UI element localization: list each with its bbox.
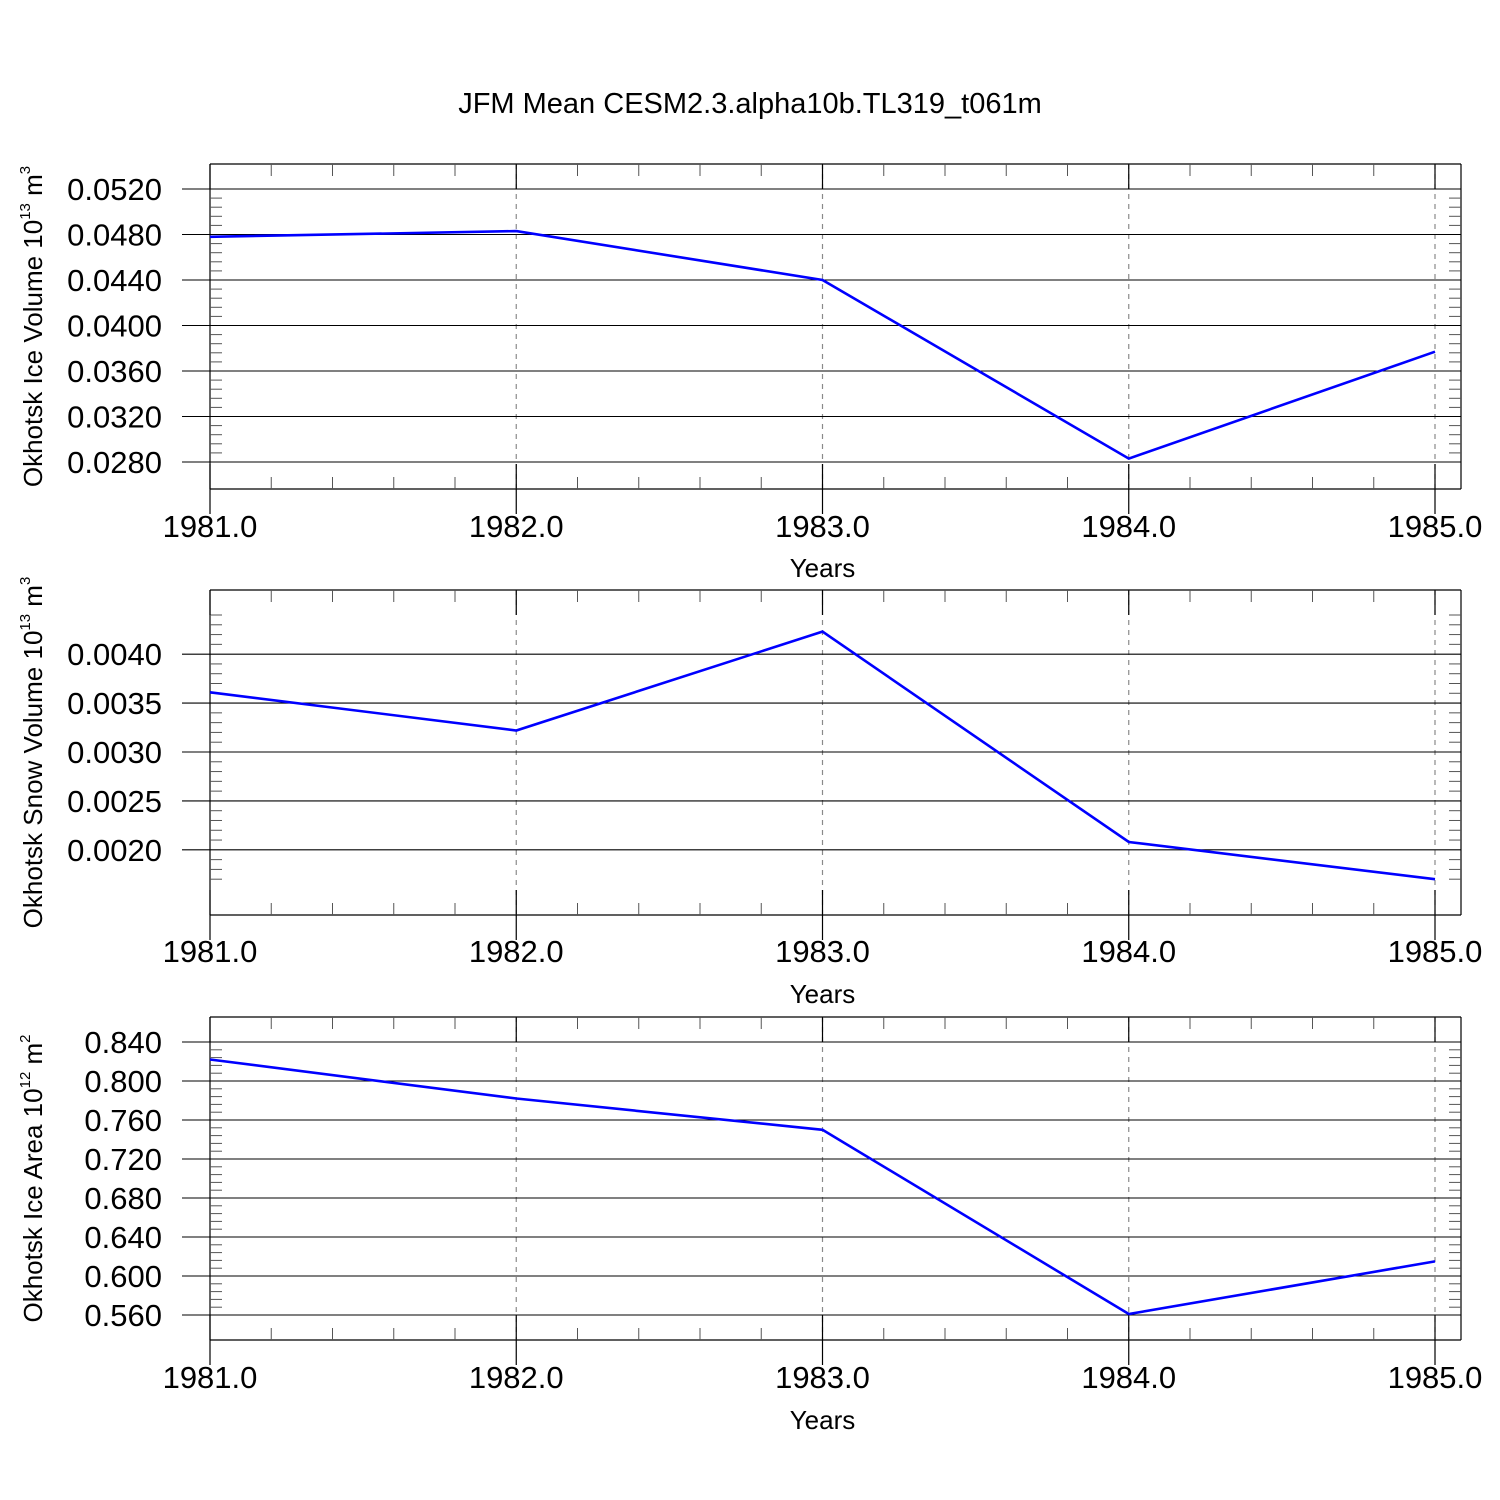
x-axis-title: Years — [790, 1405, 856, 1435]
chart-panels: 0.0280 0.0320 0.0360 0.0400 0.0440 0.0480 0.05… — [17, 163, 1483, 1435]
y-tick-label: 0.0320 — [67, 400, 162, 435]
chart-panel-3: 0.560 0.600 0.640 0.680 0.720 0.760 0.800 0.840… — [17, 1016, 1483, 1435]
y-axis-title-unit: m — [18, 585, 48, 614]
x-tick-label: 1984.0 — [1081, 1360, 1176, 1395]
chart-panel-2: 0.0020 0.0025 0.0030 0.0035 0.0040 1981.0 1982… — [17, 577, 1482, 1009]
x-tick-label: 1983.0 — [775, 509, 870, 544]
y-axis-title-unit-exponent: 3 — [17, 577, 34, 585]
y-axis-title: Okhotsk Ice Area 1012 m2 — [17, 1034, 48, 1322]
y-axis-title: Okhotsk Snow Volume 1013 m3 — [17, 577, 48, 929]
y-tick-label: 0.0035 — [67, 686, 162, 721]
y-tick-label: 0.0280 — [67, 445, 162, 480]
x-tick-label: 1982.0 — [469, 934, 564, 969]
plot-area — [210, 164, 1461, 489]
y-axis-title-unit-exponent: 3 — [17, 166, 34, 174]
y-axis-title-exponent: 13 — [17, 203, 34, 220]
y-tick-label: 0.0440 — [67, 263, 162, 298]
y-axis-title-unit: m — [18, 174, 48, 203]
y-tick-label: 0.640 — [84, 1220, 162, 1255]
figure-title: JFM Mean CESM2.3.alpha10b.TL319_t061m — [458, 88, 1042, 120]
y-tick-label: 0.760 — [84, 1103, 162, 1138]
y-tick-label: 0.0400 — [67, 309, 162, 344]
y-tick-label: 0.0020 — [67, 833, 162, 868]
y-tick-label: 0.0480 — [67, 218, 162, 253]
x-tick-label: 1983.0 — [775, 1360, 870, 1395]
y-tick-label: 0.0520 — [67, 172, 162, 207]
y-tick-label: 0.720 — [84, 1142, 162, 1177]
x-tick-label: 1984.0 — [1081, 509, 1176, 544]
x-tick-label: 1981.0 — [163, 1360, 258, 1395]
x-tick-label: 1985.0 — [1388, 934, 1483, 969]
y-tick-label: 0.680 — [84, 1181, 162, 1216]
x-axis-title: Years — [790, 979, 856, 1009]
y-tick-label: 0.840 — [84, 1025, 162, 1060]
x-tick-label: 1983.0 — [775, 934, 870, 969]
y-tick-label: 0.0360 — [67, 354, 162, 389]
x-tick-label: 1985.0 — [1388, 509, 1483, 544]
y-axis-title-unit: m — [18, 1043, 48, 1072]
x-tick-label: 1985.0 — [1388, 1360, 1483, 1395]
y-axis-title-text: Okhotsk Ice Area 10 — [18, 1088, 48, 1322]
y-tick-label: 0.800 — [84, 1064, 162, 1099]
y-axis-title-text: Okhotsk Snow Volume 10 — [18, 631, 48, 929]
y-axis-title-exponent: 12 — [17, 1072, 34, 1089]
plot-area — [210, 1017, 1461, 1340]
y-axis-title-exponent: 13 — [17, 614, 34, 631]
y-tick-label: 0.0030 — [67, 735, 162, 770]
y-axis-title-text: Okhotsk Ice Volume 10 — [18, 220, 48, 487]
x-tick-label: 1982.0 — [469, 1360, 564, 1395]
y-tick-label: 0.600 — [84, 1259, 162, 1294]
y-axis-title: Okhotsk Ice Volume 1013 m3 — [17, 166, 48, 487]
x-tick-label: 1981.0 — [163, 934, 258, 969]
x-tick-label: 1984.0 — [1081, 934, 1176, 969]
x-tick-label: 1982.0 — [469, 509, 564, 544]
y-tick-label: 0.0040 — [67, 637, 162, 672]
x-tick-label: 1981.0 — [163, 509, 258, 544]
y-axis-title-unit-exponent: 2 — [17, 1034, 34, 1042]
y-tick-label: 0.0025 — [67, 784, 162, 819]
x-axis-title: Years — [790, 553, 856, 583]
y-tick-label: 0.560 — [84, 1298, 162, 1333]
chart-panel-1: 0.0280 0.0320 0.0360 0.0400 0.0440 0.0480 0.05… — [17, 163, 1483, 583]
